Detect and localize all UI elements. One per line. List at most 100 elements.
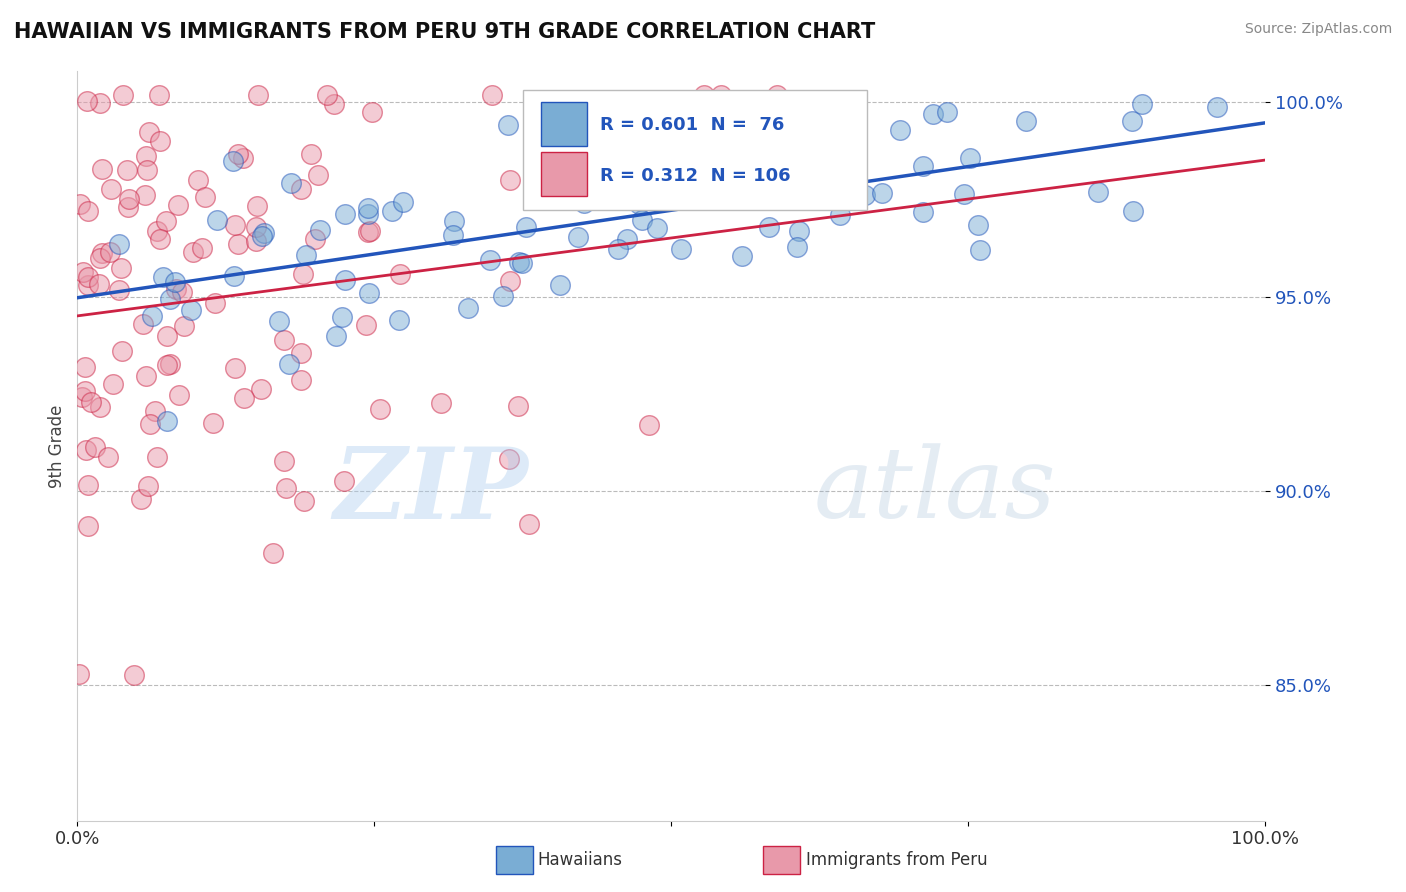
Point xyxy=(129,491,152,506)
Point xyxy=(361,105,384,120)
Point xyxy=(332,474,354,488)
Point xyxy=(357,286,380,301)
Point xyxy=(187,173,209,187)
Point xyxy=(766,87,789,102)
Point xyxy=(246,87,269,102)
Point xyxy=(953,186,976,201)
Point xyxy=(118,192,141,206)
Point xyxy=(90,162,112,177)
Point xyxy=(758,220,780,235)
Point xyxy=(612,165,634,179)
Point xyxy=(204,296,226,310)
Point xyxy=(115,163,138,178)
FancyBboxPatch shape xyxy=(541,102,588,146)
Point xyxy=(69,197,91,211)
Point xyxy=(233,391,256,405)
Point xyxy=(641,187,664,202)
Point xyxy=(89,401,111,415)
Point xyxy=(194,190,217,204)
Point xyxy=(441,228,464,243)
Point xyxy=(733,125,755,139)
Point xyxy=(510,256,533,270)
Point xyxy=(72,264,94,278)
Point xyxy=(159,293,181,307)
Point xyxy=(156,414,179,428)
Point xyxy=(607,242,630,256)
Point xyxy=(273,333,295,347)
Point xyxy=(98,244,121,259)
Point xyxy=(91,245,114,260)
Point xyxy=(100,182,122,196)
Point xyxy=(308,223,330,237)
Point xyxy=(245,234,267,248)
Point xyxy=(1206,100,1229,114)
Point xyxy=(89,251,111,265)
Point xyxy=(330,310,353,324)
Point xyxy=(1121,113,1143,128)
Point xyxy=(273,454,295,468)
Point xyxy=(89,95,111,110)
Point xyxy=(911,204,934,219)
Point xyxy=(67,666,90,681)
FancyBboxPatch shape xyxy=(541,153,588,196)
Point xyxy=(180,302,202,317)
Text: Source: ZipAtlas.com: Source: ZipAtlas.com xyxy=(1244,22,1392,37)
Point xyxy=(136,479,159,493)
Point xyxy=(550,278,572,293)
Point xyxy=(75,360,97,375)
Point xyxy=(138,125,160,139)
Point xyxy=(567,230,589,244)
Point xyxy=(295,248,318,262)
Point xyxy=(911,159,934,173)
Point xyxy=(267,314,290,328)
Point xyxy=(786,240,808,254)
Point xyxy=(110,260,132,275)
Text: atlas: atlas xyxy=(814,443,1057,539)
Point xyxy=(156,359,179,373)
Point xyxy=(492,289,515,303)
Point xyxy=(152,270,174,285)
Point xyxy=(959,151,981,165)
Point xyxy=(163,275,186,289)
Point xyxy=(616,232,638,246)
Point xyxy=(935,104,957,119)
Point xyxy=(77,204,100,219)
Point xyxy=(693,87,716,102)
Point xyxy=(205,213,228,227)
Point xyxy=(775,155,797,169)
Point xyxy=(357,225,380,239)
Point xyxy=(731,249,754,263)
Point xyxy=(167,198,190,212)
Point xyxy=(278,357,301,371)
Point xyxy=(232,152,254,166)
Point xyxy=(181,244,204,259)
Point xyxy=(77,519,100,533)
Point xyxy=(172,285,194,300)
Point xyxy=(112,87,135,102)
Point xyxy=(478,253,501,268)
Point xyxy=(145,404,167,418)
Point xyxy=(202,416,225,430)
Point xyxy=(357,207,380,221)
Point xyxy=(498,451,520,466)
Point xyxy=(107,283,129,297)
Point xyxy=(506,399,529,413)
Point xyxy=(498,118,520,132)
Point xyxy=(97,450,120,465)
Point xyxy=(135,162,157,177)
Point xyxy=(77,270,100,285)
Point xyxy=(84,441,107,455)
Point xyxy=(508,255,530,269)
Point xyxy=(830,208,852,222)
Point xyxy=(75,442,97,457)
Point xyxy=(388,313,411,327)
Point xyxy=(1015,114,1038,128)
Point xyxy=(291,268,314,282)
Point xyxy=(517,516,540,531)
Point xyxy=(333,207,356,221)
Point xyxy=(75,384,97,399)
Point xyxy=(167,388,190,402)
Point xyxy=(389,268,412,282)
Point xyxy=(224,219,246,233)
Point xyxy=(796,183,818,197)
